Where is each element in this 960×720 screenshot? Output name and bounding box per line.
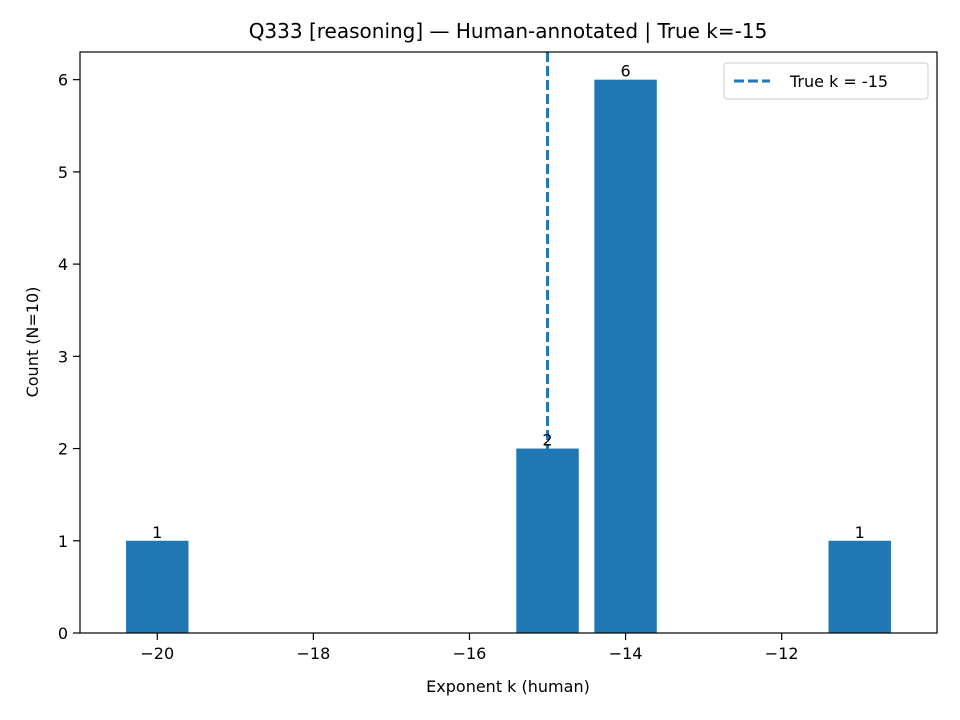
bar	[126, 540, 189, 633]
y-tick-label: 5	[58, 163, 68, 182]
x-tick-label: −12	[765, 644, 799, 663]
y-tick-label: 4	[58, 255, 68, 274]
y-tick-label: 0	[58, 624, 68, 643]
bar	[828, 540, 891, 633]
chart-title: Q333 [reasoning] — Human-annotated | Tru…	[249, 19, 768, 43]
y-axis-label: Count (N=10)	[23, 287, 42, 398]
bar-value-label: 2	[542, 431, 552, 450]
legend: True k = -15	[723, 62, 929, 100]
bar-value-label: 1	[855, 523, 865, 542]
bar	[594, 79, 657, 633]
axes-frame	[79, 51, 938, 634]
x-tick-label: −20	[140, 644, 174, 663]
y-tick-label: 2	[58, 440, 68, 459]
y-tick-label: 1	[58, 532, 68, 551]
x-tick-label: −14	[609, 644, 643, 663]
bar-value-label: 6	[620, 62, 630, 81]
bar-value-label: 1	[152, 523, 162, 542]
x-tick-label: −18	[296, 644, 330, 663]
x-axis-label: Exponent k (human)	[426, 677, 590, 696]
x-tick-label: −16	[453, 644, 487, 663]
legend-entry-true-k: True k = -15	[789, 72, 888, 91]
y-tick-label: 6	[58, 71, 68, 90]
y-tick-label: 3	[58, 347, 68, 366]
plot-area: 1 2 6 1 −20 −18 −16 −14 −12 0 1 2 3 4 5 6	[58, 51, 938, 663]
legend-box	[723, 62, 929, 100]
